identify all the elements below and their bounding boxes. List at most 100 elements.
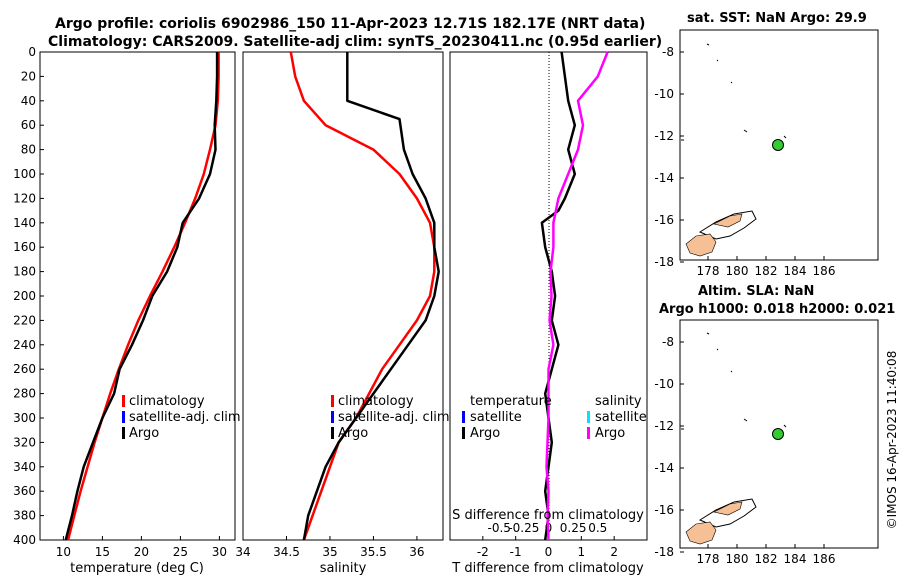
islet: [783, 424, 787, 428]
map-y-tick-label: -16: [654, 503, 674, 517]
islet: [783, 135, 787, 139]
header-line1: Argo profile: coriolis 6902986_150 11-Ap…: [55, 16, 645, 32]
legend-satellite-swatch: [122, 411, 125, 423]
map-top-axes: 178 180 182 184 186 -8 -10 -12 -14 -16 -18: [654, 45, 835, 278]
depth-tick-label: 120: [13, 191, 36, 205]
map-x-tick-label: 180: [726, 264, 749, 278]
x-tick-label: 2: [610, 545, 618, 559]
legend-salinity-title: salinity: [595, 394, 642, 409]
x-tick-label: 34.5: [273, 545, 300, 559]
depth-tick-label: 140: [13, 216, 36, 230]
legend-t-argo-swatch: [462, 427, 465, 439]
s-tick-label: -0.25: [508, 521, 539, 535]
difference-legend: temperature satellite Argo salinity sate…: [462, 394, 647, 441]
x-tick-label: 35.5: [360, 545, 387, 559]
legend-s-satellite: satellite: [595, 410, 647, 425]
legend-argo: Argo: [338, 426, 368, 441]
map-bottom-title: Altim. SLA: NaN: [698, 284, 814, 299]
map-x-tick-label: 182: [755, 552, 778, 566]
credit: ©IMOS 16-Apr-2023 11:40:08: [885, 351, 899, 530]
salinity-frame: [242, 51, 444, 541]
x-tick-label: 15: [95, 545, 110, 559]
map-x-tick-label: 178: [697, 552, 720, 566]
map-y-tick-label: -8: [662, 45, 674, 59]
map-top-islands: [681, 43, 787, 257]
x-tick-label: 1: [578, 545, 586, 559]
salinity-plot: 34 34.5 35 35.5 36: [235, 51, 440, 559]
map-top-frame: [679, 29, 879, 261]
series-climatology: [66, 52, 220, 541]
difference-plot: -2 -1 0 1 2-0.5-0.25 0 0.25 0.5: [477, 51, 618, 559]
legend-t-satellite: satellite: [470, 410, 522, 425]
islet: [730, 370, 733, 373]
islet: [743, 418, 748, 422]
islet: [716, 59, 719, 62]
map-y-tick-label: -14: [654, 171, 674, 185]
map-bottom: Altim. SLA: NaN Argo h1000: 0.018 h2000:…: [654, 284, 895, 566]
x-tick-label: 35: [322, 545, 337, 559]
temperature-plot: 10 15 20 25 30: [56, 52, 227, 559]
temperature-frame: [39, 51, 236, 541]
depth-tick-label: 260: [13, 362, 36, 376]
x-tick-label: 25: [173, 545, 188, 559]
depth-tick-label: 280: [13, 387, 36, 401]
legend-s-argo: Argo: [595, 426, 625, 441]
legend-t-sat-swatch: [462, 411, 465, 423]
map-x-tick-label: 184: [784, 552, 807, 566]
salinity-xlabel: salinity: [320, 561, 367, 576]
legend-climatology-swatch: [331, 395, 334, 407]
map-bottom-frame: [679, 319, 879, 549]
difference-xlabel: T difference from climatology: [451, 561, 644, 576]
depth-tick-label: 320: [13, 435, 36, 449]
depth-tick-label: 340: [13, 460, 36, 474]
depth-tick-label: 160: [13, 240, 36, 254]
map-bottom-subtitle: Argo h1000: 0.018 h2000: 0.021: [659, 302, 895, 317]
depth-tick-label: 100: [13, 167, 36, 181]
map-y-tick-label: -12: [654, 129, 674, 143]
series-t-argo: [540, 51, 577, 541]
islet: [706, 43, 710, 46]
legend-t-argo: Argo: [470, 426, 500, 441]
x-tick-label: 10: [56, 545, 71, 559]
islet: [743, 129, 748, 133]
map-x-tick-label: 180: [726, 552, 749, 566]
legend-climatology: climatology: [129, 394, 205, 409]
legend-climatology: climatology: [338, 394, 414, 409]
map-x-tick-label: 186: [813, 264, 836, 278]
s-tick-label: 0.25: [560, 521, 587, 535]
depth-axis: 0 20 40 60 80 100 120 140 160 180 200 220 240 260 280 3…: [13, 45, 44, 547]
x-tick-label: 34: [235, 545, 250, 559]
legend-satellite: satellite-adj. clim: [338, 410, 450, 425]
depth-tick-label: 380: [13, 509, 36, 523]
temperature-xlabel: temperature (deg C): [70, 561, 204, 576]
map-x-tick-label: 182: [755, 264, 778, 278]
depth-tick-label: 180: [13, 265, 36, 279]
depth-tick-label: 80: [21, 143, 36, 157]
series-climatology: [289, 51, 436, 541]
s-tick-label: -0.5: [488, 521, 511, 535]
legend-s-sat-swatch: [587, 411, 590, 423]
x-tick-label: 36: [409, 545, 424, 559]
legend-s-argo-swatch: [587, 427, 590, 439]
map-y-tick-label: -16: [654, 213, 674, 227]
depth-tick-label: 240: [13, 338, 36, 352]
map-y-tick-label: -8: [662, 335, 674, 349]
islet: [716, 348, 719, 351]
depth-tick-label: 40: [21, 94, 36, 108]
x-tick-label: 20: [134, 545, 149, 559]
map-x-tick-label: 184: [784, 264, 807, 278]
depth-tick-label: 220: [13, 313, 36, 327]
depth-tick-label: 60: [21, 118, 36, 132]
temperature-legend: climatology satellite-adj. clim Argo: [122, 394, 241, 441]
series-argo: [302, 52, 440, 541]
map-top: sat. SST: NaN Argo: 29.9 178 180 182 184 186…: [654, 11, 879, 278]
map-y-tick-label: -18: [654, 255, 674, 269]
x-tick-label: -2: [477, 545, 489, 559]
s-tick-label: 0.5: [588, 521, 607, 535]
difference-top-label: S difference from climatology: [452, 508, 644, 523]
legend-climatology-swatch: [122, 395, 125, 407]
map-x-tick-label: 178: [697, 264, 720, 278]
viti-levu-land: [685, 521, 717, 545]
vanua-levu-land: [713, 501, 743, 516]
